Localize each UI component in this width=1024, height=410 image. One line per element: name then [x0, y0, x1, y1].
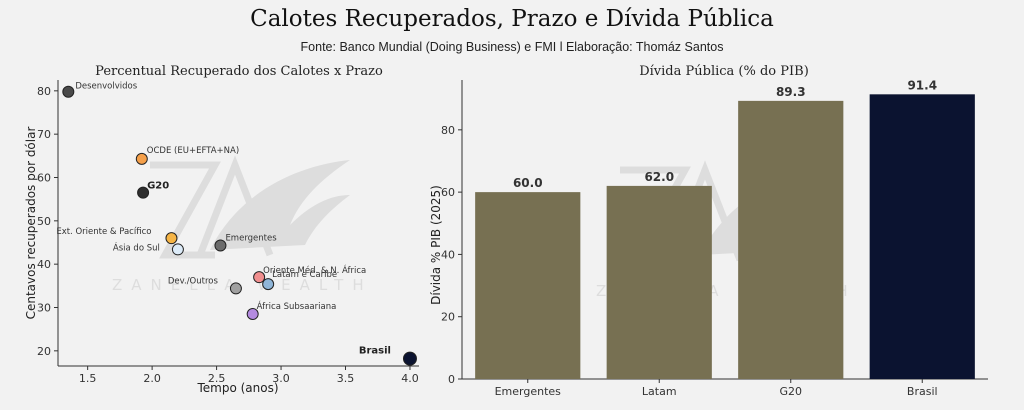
scatter-chart: Percentual Recuperado dos Calotes x Praz… [24, 64, 419, 395]
scatter-y-label: Centavos recuperados por dólar [24, 127, 38, 320]
watermark-monogram-icon [150, 155, 274, 259]
scatter-point-desenvolvidos [62, 85, 75, 98]
scatter-y-tick-label: 80 [37, 85, 51, 98]
scatter-point-label-brasil: Brasil [359, 346, 391, 357]
scatter-point-emergentes [214, 239, 227, 252]
bar-value-label-emergentes: 60.0 [513, 176, 543, 190]
scatter-point-label-ocde-eu-efta-na: OCDE (EU+EFTA+NA) [147, 146, 239, 156]
scatter-y-tick-label: 20 [37, 345, 51, 358]
scatter-x-label: Tempo (anos) [196, 381, 278, 395]
scatter-point-label-frica-subsaariana: África Subsaariana [257, 300, 337, 312]
scatter-point-brasil [402, 351, 417, 366]
scatter-y-tick-label: 50 [37, 215, 51, 228]
watermark-left: ZANELLA WEALTH [112, 155, 364, 294]
scatter-point-label-latam-e-caribe: Latam e Caribe [272, 270, 337, 280]
scatter-point-ext-oriente-pac-fico [165, 232, 178, 245]
bar-bars: 60.0 Emergentes 62.0 Latam 89.3 G20 91.4 Brasil [475, 78, 975, 398]
scatter-point-label-dev-outros: Dev./Outros [168, 276, 219, 286]
scatter-x-tick-label: 2.0 [143, 372, 161, 385]
scatter-point-label-oriente-m-d-n-frica: Oriente Méd. & N. África [263, 264, 366, 276]
bar-value-label-latam: 62.0 [644, 170, 674, 184]
bar-y-ticks: 0 20 40 60 80 [441, 124, 462, 386]
scatter-point-label-emergentes: Emergentes [225, 234, 277, 244]
bar-brasil [869, 94, 975, 379]
scatter-point-dev-outros [229, 282, 242, 295]
bar-y-tick-label: 60 [441, 186, 455, 199]
bar-value-label-brasil: 91.4 [907, 78, 937, 92]
scatter-point-sia-do-sul [171, 243, 184, 256]
scatter-y-tick-label: 40 [37, 258, 51, 271]
bar-y-tick-label: 0 [448, 373, 455, 386]
scatter-point-latam-e-caribe [262, 278, 275, 291]
bar-y-tick-label: 80 [441, 124, 455, 137]
watermark-wing-icon [210, 160, 350, 250]
bar-latam [606, 185, 712, 379]
scatter-point-oriente-m-d-n-frica [253, 271, 266, 284]
bar-chart: Dívida Pública (% do PIB) 0 20 40 60 80 60.0… [429, 64, 988, 398]
page-title: Calotes Recuperados, Prazo e Dívida Públ… [250, 6, 774, 32]
scatter-y-tick-label: 60 [37, 172, 51, 185]
bar-y-tick-label: 20 [441, 311, 455, 324]
bar-emergentes [475, 192, 581, 379]
scatter-point-frica-subsaariana [246, 308, 259, 320]
scatter-point-label-ext-oriente-pac-fico: Ext. Oriente & Pacífico [56, 227, 151, 237]
page-subtitle: Fonte: Banco Mundial (Doing Business) e … [300, 40, 724, 54]
bar-category-label-brasil: Brasil [907, 385, 938, 398]
scatter-x-tick-label: 2.5 [208, 372, 226, 385]
bar-y-label: Dívida % PIB (2025) [429, 185, 443, 305]
scatter-x-tick-label: 4.0 [401, 372, 419, 385]
scatter-y-tick-label: 30 [37, 302, 51, 315]
bar-category-label-emergentes: Emergentes [495, 385, 562, 398]
scatter-point-label-g20: G20 [147, 181, 169, 192]
scatter-x-tick-label: 3.0 [272, 372, 290, 385]
scatter-point-label-desenvolvidos: Desenvolvidos [75, 82, 137, 92]
scatter-y-ticks: 20 30 40 50 60 70 80 [37, 85, 58, 358]
scatter-x-tick-label: 1.5 [79, 372, 97, 385]
bar-g20 [738, 100, 844, 379]
scatter-title: Percentual Recuperado dos Calotes x Praz… [95, 64, 383, 79]
scatter-x-ticks: 1.5 2.0 2.5 3.0 3.5 4.0 [79, 366, 419, 385]
bar-value-label-g20: 89.3 [776, 85, 806, 99]
scatter-point-label-sia-do-sul: Ásia do Sul [113, 241, 160, 253]
bar-title: Dívida Pública (% do PIB) [639, 64, 809, 79]
scatter-x-tick-label: 3.5 [337, 372, 355, 385]
bar-y-tick-label: 40 [441, 248, 455, 261]
scatter-point-ocde-eu-efta-na [135, 152, 148, 165]
scatter-points: Desenvolvidos OCDE (EU+EFTA+NA) G20 Ext. Or… [56, 82, 417, 366]
scatter-y-tick-label: 70 [37, 128, 51, 141]
bar-category-label-g20: G20 [779, 385, 802, 398]
scatter-point-g20 [137, 186, 150, 199]
bar-category-label-latam: Latam [642, 385, 677, 398]
